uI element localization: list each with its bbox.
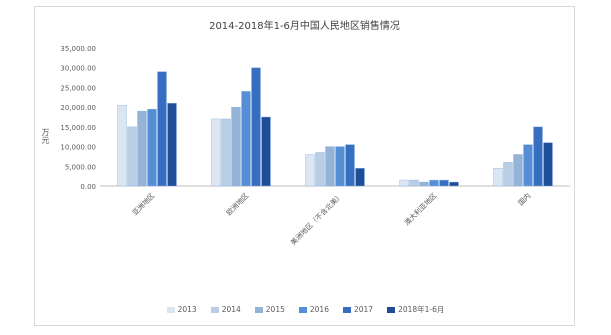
- legend-item: 2018年1-6月: [387, 304, 444, 315]
- y-axis-label: 万元: [41, 128, 50, 144]
- y-tick-label: 0.00: [80, 183, 96, 191]
- y-tick-label: 25,000.00: [60, 84, 96, 92]
- bar-2013-3: [399, 179, 409, 187]
- chart-legend: 2013 2014 2015 2016 2017 2018年1-6月: [0, 304, 611, 315]
- legend-item: 2017: [342, 304, 374, 315]
- bar-2018年1-6月-3: [449, 181, 459, 187]
- y-tick-label: 35,000.00: [60, 45, 96, 53]
- y-tick-label: 5,000.00: [65, 163, 96, 171]
- bar-2016-4: [523, 144, 533, 187]
- legend-label: 2018年1-6月: [398, 305, 445, 314]
- legend-label: 2014: [221, 305, 241, 314]
- bar-2017-4: [533, 126, 543, 187]
- bar-2015-3: [419, 181, 429, 187]
- bar-2013-2: [305, 154, 315, 187]
- bar-2016-3: [429, 179, 439, 187]
- legend-item: 2013: [166, 304, 197, 315]
- y-tick-label: 15,000.00: [60, 124, 96, 132]
- x-tick-label: 国内: [516, 191, 532, 207]
- x-tick-label: 美洲地区（不含北美）: [289, 191, 345, 247]
- bar-2014-4: [503, 162, 513, 187]
- legend-label: 2015: [265, 305, 285, 314]
- bar-2017-1: [251, 67, 261, 187]
- legend-swatch: [254, 306, 263, 313]
- bar-2017-3: [439, 179, 449, 187]
- chart-title: 2014-2018年1-6月中国人民地区销售情况: [209, 21, 400, 32]
- x-tick-label: 亚洲地区: [130, 191, 156, 217]
- bar-2018年1-6月-4: [543, 142, 553, 187]
- x-tick-label: 澳大利亚地区: [402, 191, 438, 227]
- bar-2013-0: [117, 104, 127, 187]
- legend-item: 2016: [298, 304, 329, 315]
- bar-2015-4: [513, 154, 523, 187]
- bar-2018年1-6月-1: [261, 116, 271, 187]
- bar-2016-1: [241, 91, 251, 187]
- bar-2015-2: [325, 146, 335, 187]
- bar-2017-0: [157, 71, 167, 187]
- bar-2014-2: [315, 152, 325, 187]
- bar-2014-0: [127, 126, 137, 187]
- legend-item: 2015: [254, 304, 285, 315]
- legend-label: 2017: [353, 305, 374, 314]
- legend-swatch: [298, 306, 307, 313]
- y-tick-label: 20,000.00: [60, 104, 96, 112]
- legend-swatch: [387, 306, 396, 313]
- bar-2013-1: [211, 118, 221, 187]
- bar-2014-1: [221, 118, 231, 187]
- bar-2016-0: [147, 108, 157, 187]
- legend-label: 2013: [177, 305, 197, 314]
- legend-item: 2014: [210, 304, 241, 315]
- bar-2013-4: [493, 168, 503, 187]
- bar-2018年1-6月-0: [167, 102, 177, 187]
- bar-2016-2: [335, 146, 345, 187]
- legend-label: 2016: [309, 305, 329, 314]
- x-tick-label: 欧洲地区: [224, 191, 250, 217]
- bar-2018年1-6月-2: [355, 168, 365, 187]
- y-tick-label: 30,000.00: [60, 65, 96, 73]
- bar-2017-2: [345, 144, 355, 187]
- legend-swatch: [342, 306, 351, 313]
- bar-2015-1: [231, 106, 241, 187]
- bar-2015-0: [137, 110, 147, 187]
- bar-2014-3: [409, 179, 419, 187]
- y-tick-label: 10,000.00: [60, 144, 96, 152]
- legend-swatch: [166, 306, 175, 313]
- legend-swatch: [210, 306, 219, 313]
